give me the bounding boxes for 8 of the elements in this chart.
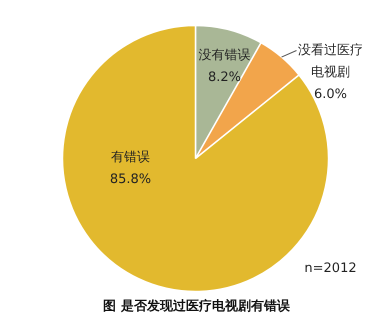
text: n=2012: [304, 261, 357, 276]
data-label: 8.2%: [208, 70, 242, 85]
data-label: 85.8%: [110, 172, 152, 187]
data-label: 6.0%: [314, 87, 348, 102]
text: 图 是否发现过医疗电视剧有错误: [103, 298, 291, 314]
slice-label: 没有错误: [198, 48, 250, 63]
slice-label: 有错误: [111, 150, 150, 165]
slice-label: 没看过医疗电视剧: [298, 43, 363, 80]
